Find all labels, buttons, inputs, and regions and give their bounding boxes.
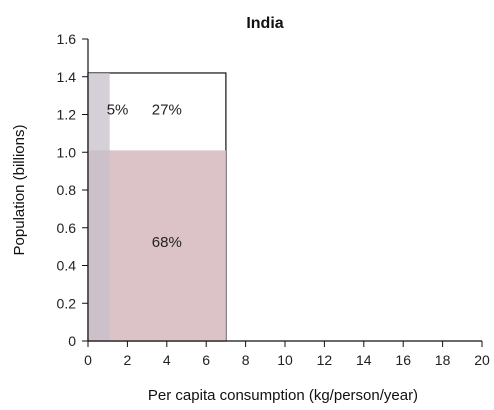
chart-title: India: [246, 15, 283, 32]
x-tick-label-5: 10: [277, 352, 293, 368]
x-tick-label-6: 12: [317, 352, 333, 368]
block-1: [88, 150, 226, 341]
x-tick-label-2: 4: [163, 352, 171, 368]
axes-layer: 0 2 4 6 8 10 12 14 16 18 20 0 0.2 0.4 0.6 0.8 1.0 1.2 1.4 1…: [57, 31, 490, 368]
x-tick-label-8: 16: [395, 352, 411, 368]
block-label-2: 5%: [107, 102, 129, 119]
y-tick-label-3: 0.6: [57, 220, 77, 236]
y-tick-label-7: 1.4: [57, 69, 77, 85]
x-tick-label-1: 2: [124, 352, 132, 368]
block-2: [88, 72, 110, 341]
block-label-0: 27%: [152, 102, 182, 119]
y-tick-label-1: 0.2: [57, 295, 77, 311]
x-tick-label-0: 0: [84, 352, 92, 368]
block-label-1: 68%: [152, 234, 182, 251]
y-tick-label-8: 1.6: [57, 31, 77, 47]
y-tick-label-5: 1.0: [57, 144, 77, 160]
y-tick-label-6: 1.2: [57, 107, 77, 123]
labels-layer: 27% 68% 5%: [107, 102, 182, 251]
x-tick-label-4: 8: [242, 352, 250, 368]
x-tick-label-3: 6: [202, 352, 210, 368]
x-tick-label-10: 20: [474, 352, 490, 368]
blocks-layer: [87, 72, 227, 342]
x-tick-label-7: 14: [356, 352, 372, 368]
y-tick-label-4: 0.8: [57, 182, 77, 198]
y-tick-label-2: 0.4: [57, 258, 77, 274]
x-tick-label-9: 18: [435, 352, 451, 368]
y-tick-label-0: 0: [68, 333, 76, 349]
x-axis-title: Per capita consumption (kg/person/year): [148, 387, 418, 404]
y-axis-title: Population (billions): [11, 125, 28, 256]
